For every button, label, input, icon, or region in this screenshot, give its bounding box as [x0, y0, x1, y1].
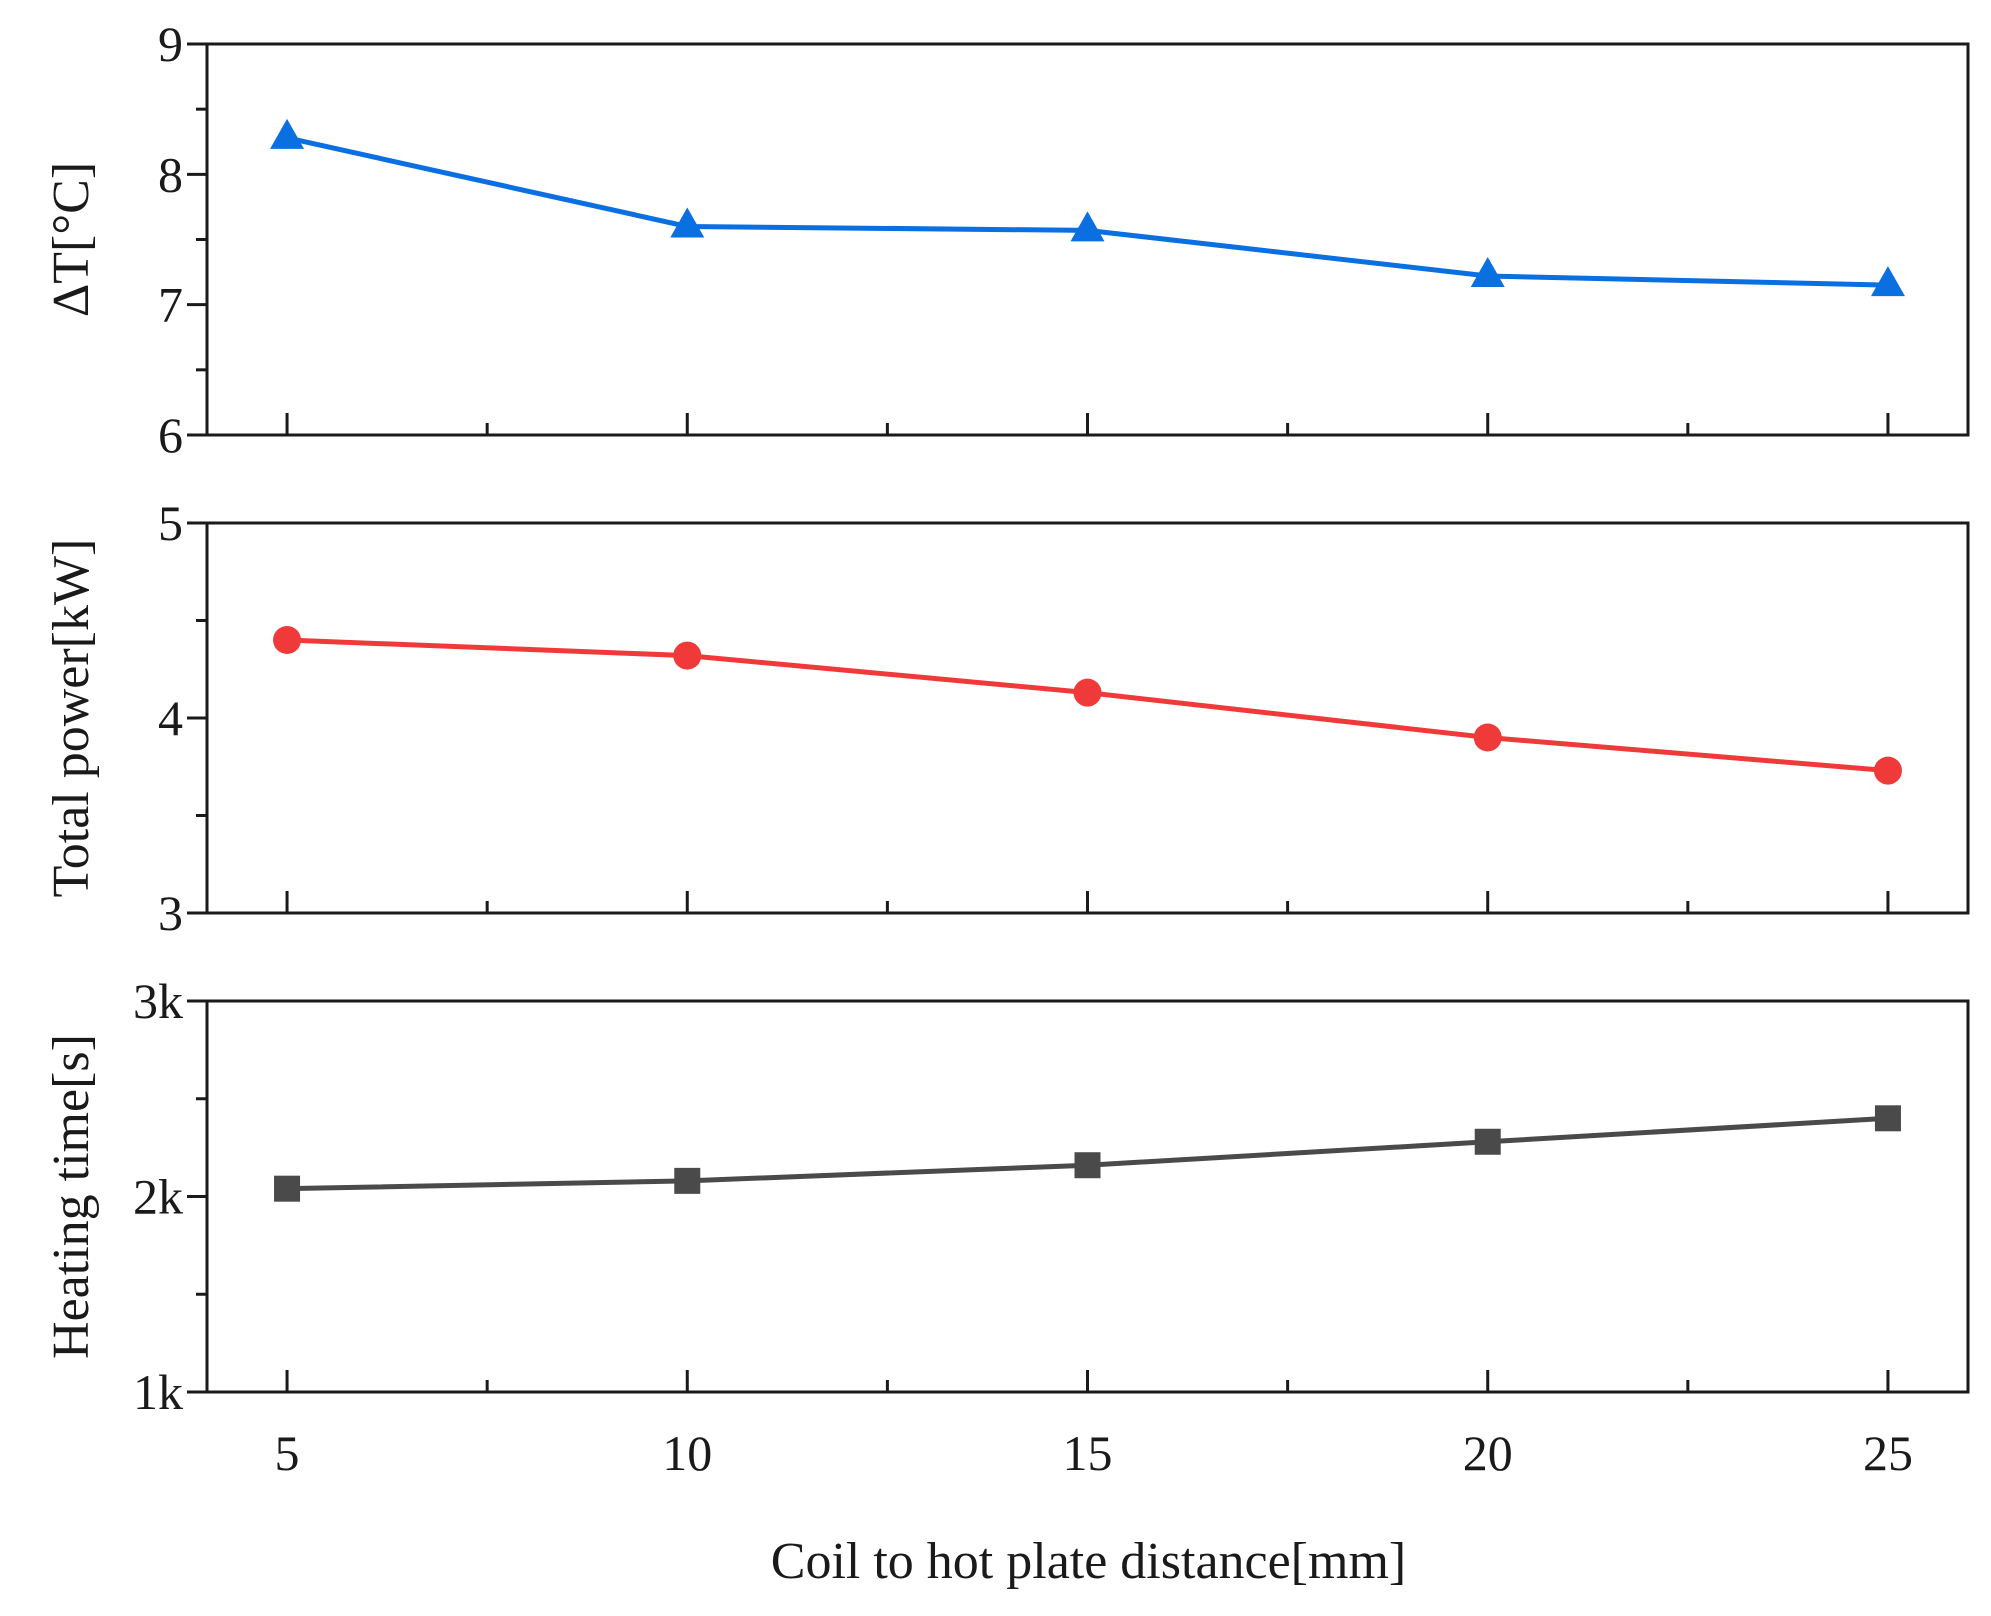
y-tick-label: 9 [158, 16, 183, 72]
data-point-triangle [1870, 266, 1905, 297]
data-point-triangle [1070, 211, 1105, 242]
data-point-square [1074, 1152, 1101, 1179]
data-point-triangle [670, 207, 705, 238]
chart-panels: 6 7 8 9 ΔT[°C] 3 4 5 Total power[kW] 1k 2k 3k Heatin… [43, 16, 1970, 1590]
plot-frame [205, 999, 1970, 1394]
y-tick-label: 3k [133, 973, 183, 1029]
plot-frame [205, 521, 1970, 915]
y-tick-label: 4 [158, 690, 183, 746]
y-tick-label: 7 [158, 277, 183, 333]
data-point-square [1474, 1128, 1501, 1155]
x-tick-label: 15 [1063, 1425, 1113, 1481]
data-point-triangle [270, 118, 305, 149]
data-point-circle [1473, 723, 1502, 752]
y-tick-label: 3 [158, 885, 183, 941]
y-axis-title: Total power[kW] [43, 539, 100, 898]
data-point-square [674, 1167, 701, 1194]
y-axis-title: ΔT[°C] [43, 162, 100, 317]
y-tick-label: 6 [158, 407, 183, 463]
data-point-circle [1073, 678, 1102, 707]
y-axis-title: Heating time[s] [43, 1034, 100, 1359]
x-axis-title: Coil to hot plate distance[mm] [771, 1533, 1406, 1590]
data-point-triangle [1470, 256, 1505, 287]
y-tick-label: 5 [158, 495, 183, 551]
data-point-circle [273, 626, 302, 654]
x-tick-label: 5 [275, 1425, 300, 1481]
panel-1-t: 6 7 8 9 ΔT[°C] [43, 16, 1970, 463]
data-point-circle [1873, 756, 1902, 785]
panel-2-total-power: 3 4 5 Total power[kW] [43, 495, 1970, 941]
y-tick-label: 1k [133, 1364, 183, 1420]
data-point-square [1874, 1105, 1901, 1132]
y-tick-label: 8 [158, 146, 183, 202]
x-tick-label: 20 [1463, 1425, 1513, 1481]
y-tick-label: 2k [133, 1169, 183, 1225]
data-point-square [274, 1175, 301, 1202]
data-point-circle [673, 641, 702, 670]
panel-3-heating-time: 1k 2k 3k Heating time[s] 5 10 15 20 25 Coil to ho… [43, 973, 1970, 1590]
x-tick-label: 25 [1863, 1425, 1913, 1481]
x-tick-label: 10 [662, 1425, 712, 1481]
